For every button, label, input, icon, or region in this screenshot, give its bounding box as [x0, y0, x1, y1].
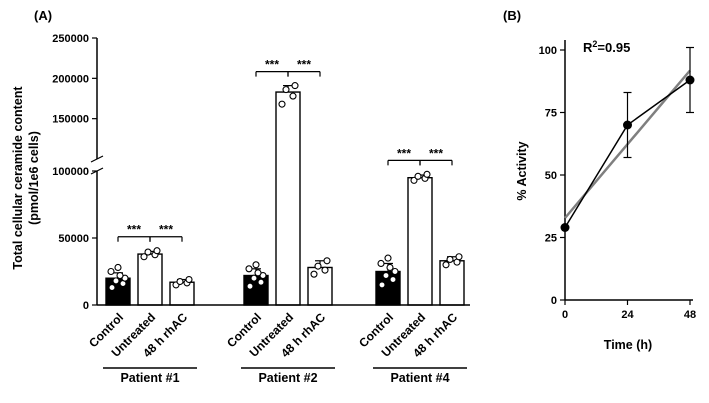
replicate-point: [257, 278, 265, 286]
group-label: Patient #1: [120, 371, 179, 385]
replicate-point: [291, 82, 299, 90]
significance-stars: ***: [297, 58, 311, 72]
y-tick-label: 150000: [52, 114, 89, 126]
replicate-point: [382, 271, 390, 280]
group-label: Patient #2: [258, 371, 317, 385]
replicate-point: [108, 284, 116, 292]
replicate-point: [455, 253, 463, 261]
bar: [137, 253, 163, 306]
significance-stars: ***: [429, 146, 443, 160]
replicate-point: [252, 261, 260, 269]
data-point: [685, 75, 695, 85]
data-point: [560, 223, 570, 232]
replicate-point: [386, 263, 394, 272]
y-tick-label: 75: [545, 108, 557, 120]
replicate-point: [250, 274, 258, 282]
replicate-point: [423, 170, 431, 178]
significance-stars: ***: [127, 223, 141, 237]
replicate-point: [377, 259, 385, 268]
y-tick-label: 100000: [52, 166, 89, 178]
panel-b-x-axis-title: Time (h): [603, 338, 653, 352]
y-tick-label: 0: [551, 295, 557, 307]
replicate-point: [246, 282, 254, 290]
r-squared-annotation: R2=0.95: [583, 39, 630, 55]
y-tick-label: 50000: [58, 233, 89, 245]
y-tick-label: 50: [545, 170, 557, 182]
panel-a-label: (A): [34, 8, 53, 23]
replicate-point: [391, 267, 399, 276]
x-tick-label: 0: [562, 309, 568, 321]
replicate-point: [446, 255, 454, 263]
panel-a-chart: 050000100000150000200000250000ControlUnt…: [52, 33, 470, 385]
replicate-point: [176, 277, 184, 286]
replicate-point: [254, 269, 262, 277]
replicate-point: [144, 248, 152, 256]
replicate-point: [414, 172, 422, 180]
replicate-point: [321, 266, 329, 274]
replicate-point: [278, 100, 286, 108]
replicate-point: [384, 254, 392, 262]
replicate-point: [323, 257, 331, 265]
replicate-point: [310, 270, 318, 278]
y-tick-label: 0: [83, 300, 89, 312]
replicate-point: [282, 86, 290, 94]
x-tick-label: 48: [684, 309, 696, 321]
group-label: Patient #4: [390, 371, 449, 385]
replicate-point: [112, 277, 120, 285]
y-tick-label: 25: [545, 233, 557, 245]
replicate-point: [245, 265, 253, 273]
replicate-point: [114, 263, 122, 272]
replicate-point: [442, 261, 450, 269]
x-tick-label: 24: [621, 309, 634, 321]
replicate-point: [107, 267, 115, 276]
bar: [407, 176, 433, 306]
panel-b-label: (B): [503, 8, 522, 23]
y-tick-label: 100: [539, 45, 557, 57]
replicate-point: [289, 92, 297, 100]
replicate-point: [389, 275, 397, 284]
replicate-point: [378, 281, 386, 289]
data-point: [623, 120, 632, 130]
replicate-point: [314, 262, 322, 270]
significance-stars: ***: [397, 146, 411, 160]
bar: [439, 260, 465, 306]
significance-stars: ***: [265, 58, 279, 72]
significance-stars: ***: [159, 223, 173, 237]
replicate-point: [116, 271, 124, 280]
bar: [275, 91, 301, 306]
axis-break-mark: [90, 155, 104, 163]
y-tick-label: 250000: [52, 33, 89, 45]
replicate-point: [185, 275, 193, 284]
y-tick-label: 200000: [52, 73, 89, 85]
replicate-point: [153, 247, 161, 255]
panel-b-chart: 0 25 50 75 100 0 24 48 R2=0.95: [539, 39, 696, 321]
replicate-point: [140, 253, 148, 261]
